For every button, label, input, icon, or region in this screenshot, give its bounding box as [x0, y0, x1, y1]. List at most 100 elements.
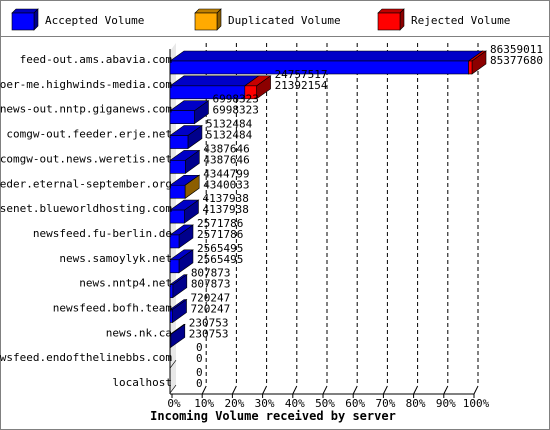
category-label-news-nntp4-net: news.nntp4.net [79, 277, 172, 290]
bar-row-feeder-eternal-september-org [169, 174, 201, 199]
bar-front-face [169, 234, 180, 249]
value-label-total: 807873 [191, 267, 231, 280]
legend-label: Duplicated Volume [228, 14, 341, 27]
value-label-accepted: 2565495 [197, 253, 243, 266]
category-label-comgw-out-news-weretis-net: comgw-out.news.weretis.net [0, 152, 172, 165]
grid-line-foot [231, 385, 237, 395]
bar-front-face [169, 135, 189, 149]
value-label-total: 6998323 [212, 93, 258, 106]
category-label-news-samoylyk-net: news.samoylyk.net [59, 252, 172, 265]
x-tick-label: 90% [436, 397, 456, 410]
bar-segment-accepted-volume [169, 149, 201, 174]
value-label-accepted: 230753 [189, 327, 229, 340]
bar-row-usenet-blueworldhosting-com [169, 199, 200, 224]
bar-row-newsfeed-bofh-team [169, 298, 188, 324]
value-label-total: 5132484 [206, 118, 253, 131]
value-label-total: 0 [196, 366, 203, 379]
value-label-total: 4137938 [202, 192, 248, 205]
bar-row-localhost [169, 384, 177, 394]
bar-segment-accepted-volume [169, 124, 203, 150]
bar-front-face [169, 184, 186, 199]
value-label-accepted: 2571786 [197, 228, 243, 241]
bar-segment-duplicated-volume [184, 174, 201, 199]
grid-line-foot [443, 385, 449, 395]
bar-front-face [169, 284, 174, 298]
value-label-accepted: 85377680 [490, 54, 543, 67]
value-label-total: 2565495 [197, 242, 243, 255]
bar-front-face [468, 60, 473, 75]
bar-front-face [169, 259, 180, 274]
bar-row-news-out-nntp-giganews-com [169, 100, 210, 125]
x-tick-label: 10% [194, 397, 214, 410]
category-label-feeder-eternal-september-org: feeder.eternal-september.org [0, 177, 172, 190]
category-label-newsfeed-bofh-team: newsfeed.bofh.team [53, 302, 173, 315]
category-label-localhost: localhost [112, 376, 172, 389]
legend-item-duplicated-volume: Duplicated Volume [194, 8, 341, 31]
value-label-total: 4344799 [203, 167, 249, 180]
category-label-feed-out-ams-abavia-com: feed-out.ams.abavia.com [20, 53, 173, 66]
value-label-accepted: 0 [196, 352, 203, 365]
bar-segment-accepted-volume [169, 323, 186, 348]
bar-empty [169, 360, 177, 369]
bar-top-face [169, 50, 484, 62]
chart-bars [169, 50, 487, 394]
bar-front-face [169, 160, 186, 174]
bar-row-news-samoylyk-net [169, 249, 194, 274]
grid-line-foot [262, 385, 268, 395]
value-label-accepted: 21392154 [275, 79, 328, 92]
bar-segment-accepted-volume [169, 224, 194, 249]
category-label-voer-me-highwinds-media-com: voer-me.highwinds-media.com [0, 78, 172, 91]
grid-line-foot [352, 385, 358, 395]
bar-row-voer-me-highwinds-media-com [169, 75, 272, 100]
x-tick-label: 40% [285, 397, 305, 410]
category-label-news-nk-ca: news.nk.ca [106, 326, 172, 339]
bar-front-face [169, 334, 172, 348]
value-label-accepted: 0 [196, 377, 203, 390]
category-label-usenet-blueworldhosting-com: usenet.blueworldhosting.com [0, 202, 172, 215]
x-tick-label: 70% [375, 397, 395, 410]
x-tick-label: 0% [167, 397, 181, 410]
value-label-total: 24757517 [275, 68, 328, 81]
bar-empty [169, 384, 177, 394]
legend-swatch-side [399, 8, 405, 31]
value-label-accepted: 4340033 [203, 178, 249, 191]
x-tick-label: 60% [345, 397, 365, 410]
bar-top-face [169, 75, 260, 87]
bar-segment-rejected-volume [243, 75, 272, 100]
legend-item-rejected-volume: Rejected Volume [377, 8, 510, 31]
legend-swatch-top [377, 8, 405, 14]
x-tick-label: 80% [406, 397, 426, 410]
x-tick-label: 50% [315, 397, 335, 410]
bar-front-face [169, 110, 195, 124]
grid-line-foot [201, 385, 207, 395]
legend-label: Rejected Volume [411, 14, 510, 27]
bar-row-feed-out-ams-abavia-com [169, 50, 487, 75]
bar-row-news-nk-ca [169, 323, 186, 348]
x-tick-labels: 0% 10% 20% 30% 40% 50% 60% 70% 80% 90% 100% [167, 397, 489, 410]
bar-segment-accepted-volume [169, 274, 188, 299]
legend-swatch-top [11, 8, 39, 14]
value-label-total: 4387646 [203, 142, 249, 155]
bar-row-comgw-out-news-weretis-net [169, 149, 201, 174]
legend-swatch-side [33, 8, 39, 31]
legend: Accepted Volume Duplicated Volume Rejected… [11, 8, 510, 31]
grid-line-foot [473, 385, 479, 395]
x-tick-label: 20% [224, 397, 244, 410]
x-tick-label: 100% [463, 397, 490, 410]
bar-front-face [169, 209, 185, 224]
value-label-accepted: 4137938 [202, 203, 248, 216]
value-label-total: 0 [196, 341, 203, 354]
bar-segment-accepted-volume [169, 100, 210, 125]
legend-swatch [194, 12, 218, 31]
category-label-newsfeed-fu-berlin-de: newsfeed.fu-berlin.de [33, 227, 172, 240]
category-label-news-out-nntp-giganews-com: news-out.nntp.giganews.com [0, 103, 172, 116]
bar-row-newsfeed-endofthelinebbs-com [169, 360, 177, 369]
grid-line-foot [413, 385, 419, 395]
value-label-total: 720247 [191, 292, 231, 305]
bar-segment-rejected-volume [467, 50, 487, 75]
value-label-accepted: 720247 [191, 303, 231, 316]
bar-segment-accepted-volume [169, 199, 200, 224]
legend-label: Accepted Volume [45, 14, 144, 27]
value-label-total: 86359011 [490, 43, 543, 56]
